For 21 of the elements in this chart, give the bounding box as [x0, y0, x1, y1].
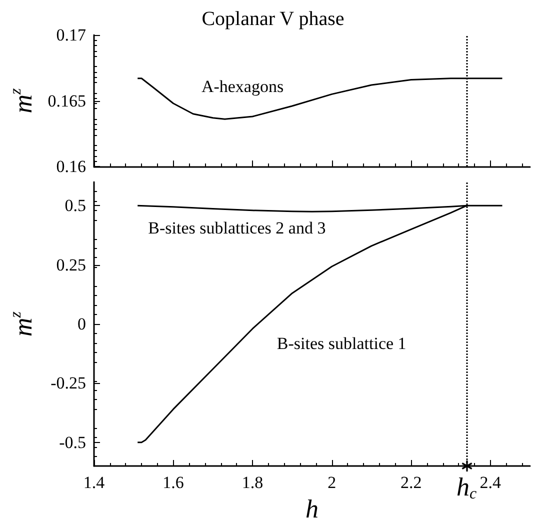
x-tick-label: 2.2: [400, 473, 422, 492]
x-tick-label: 2.4: [480, 473, 502, 492]
y-axis-title: mz: [8, 310, 38, 337]
x-tick-label: 1.6: [162, 473, 184, 492]
x-tick-label: 1.8: [242, 473, 264, 492]
x-axis-title: h: [306, 494, 318, 524]
y-axis-title: mz: [8, 87, 38, 114]
y-tick-label: 0.25: [56, 255, 86, 274]
x-tick-label: 1.4: [83, 473, 106, 492]
y-tick-label: -0.5: [59, 432, 86, 452]
y-tick-label: -0.25: [50, 374, 86, 393]
chart-title: Coplanar V phase: [202, 8, 344, 30]
y-tick-label: 0.17: [56, 26, 86, 44]
y-tick-label: 0.165: [48, 91, 86, 110]
x-tick-label: 2: [328, 473, 336, 492]
annotation: B-sites sublattice 1: [276, 334, 406, 354]
y-tick-label: 0: [78, 314, 86, 334]
y-tick-label: 0.16: [56, 157, 86, 176]
y-tick-label: 0.5: [64, 196, 86, 216]
annotation: A-hexagons: [201, 77, 284, 96]
annotation: B-sites sublattices 2 and 3: [148, 218, 326, 238]
